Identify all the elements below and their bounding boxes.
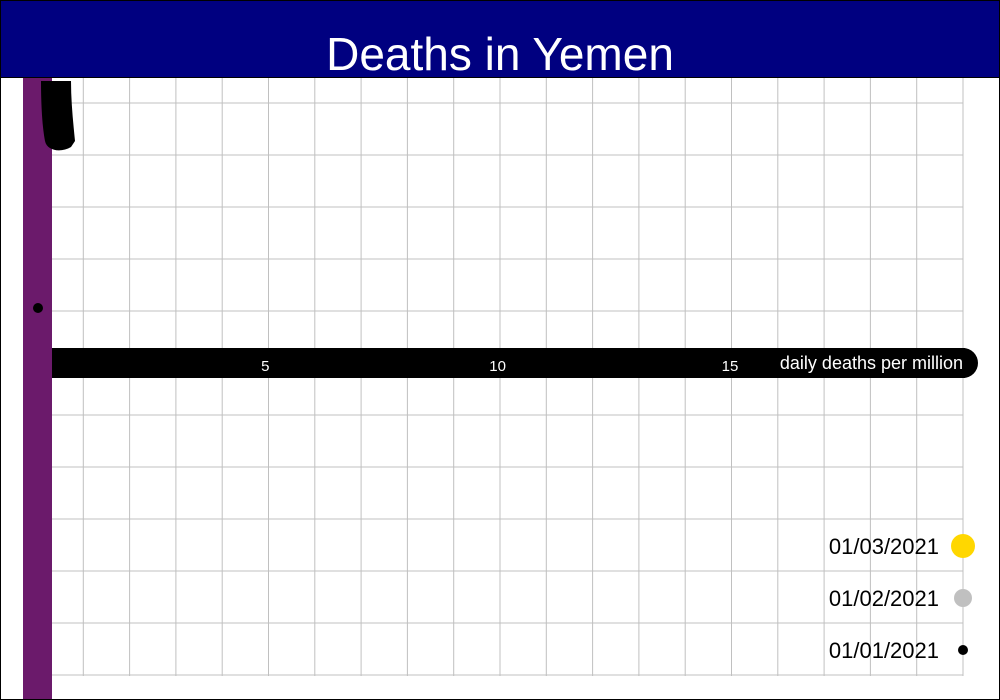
black-dot: [33, 303, 43, 313]
chart-title: Deaths in Yemen: [326, 28, 674, 80]
x-tick-label: 10: [489, 358, 506, 375]
legend-label: 01/01/2021: [829, 638, 939, 663]
title-bar: Deaths in Yemen: [1, 1, 999, 80]
x-axis-band-end: [948, 348, 978, 378]
x-tick-label: 15: [722, 358, 739, 375]
legend: 01/03/2021 01/02/2021 01/01/2021: [829, 534, 975, 663]
legend-marker: [954, 589, 972, 607]
legend-marker: [958, 645, 968, 655]
x-tick-label: 5: [261, 358, 269, 375]
legend-label: 01/03/2021: [829, 534, 939, 559]
x-axis-label: daily deaths per million: [780, 353, 963, 373]
x-axis: 5 10 15 daily deaths per million: [52, 348, 978, 378]
x-axis-band: [52, 348, 965, 378]
legend-marker: [951, 534, 975, 558]
black-curve: [41, 81, 75, 151]
legend-label: 01/02/2021: [829, 586, 939, 611]
